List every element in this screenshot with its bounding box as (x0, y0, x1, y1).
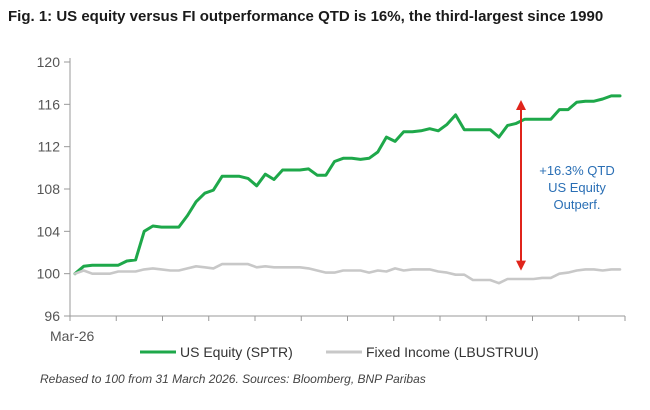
chart-title: Fig. 1: US equity versus FI outperforman… (8, 8, 604, 25)
source-note: Rebased to 100 from 31 March 2026. Sourc… (40, 372, 426, 386)
series-fixed-income (73, 262, 622, 285)
y-tick-label: 100 (37, 266, 61, 282)
annotation-arrow-head-up (516, 99, 526, 110)
annotation-line: Outperf. (554, 197, 601, 212)
y-tick-label: 104 (37, 223, 61, 239)
y-tick-label: 120 (37, 54, 61, 70)
annotation-line: US Equity (548, 180, 606, 195)
annotation-line: +16.3% QTD (539, 163, 615, 178)
y-tick-label: 116 (38, 96, 61, 112)
x-tick-label: Mar-26 (50, 328, 95, 344)
legend-item-us-equity-label: US Equity (SPTR) (180, 344, 293, 360)
y-tick-label: 108 (37, 181, 61, 197)
annotation-arrow-head-down (516, 260, 526, 271)
legend-item-fixed-income-label: Fixed Income (LBUSTRUU) (366, 344, 539, 360)
y-tick-label: 112 (38, 139, 61, 155)
y-tick-label: 96 (44, 308, 60, 324)
series-us-equity (73, 94, 622, 276)
